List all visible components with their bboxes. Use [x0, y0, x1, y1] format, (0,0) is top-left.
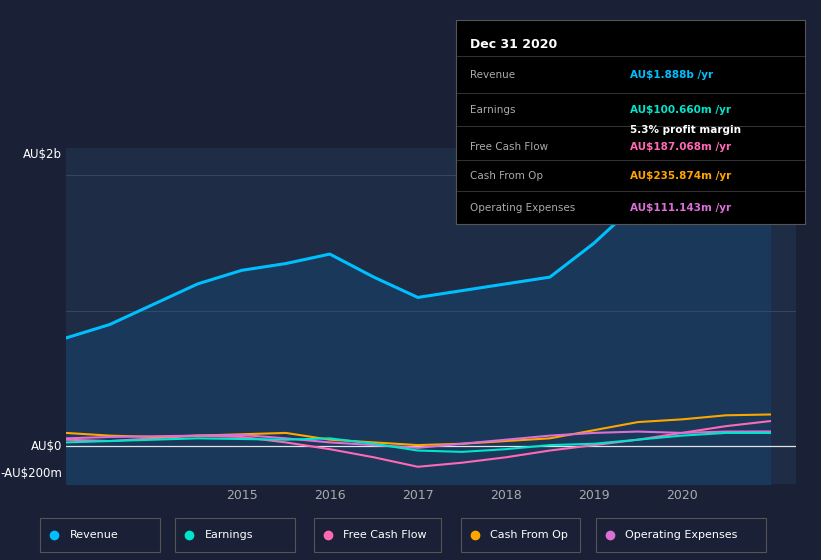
- Text: AU$0: AU$0: [30, 440, 62, 453]
- Text: Revenue: Revenue: [470, 70, 515, 80]
- Text: 5.3% profit margin: 5.3% profit margin: [631, 125, 741, 135]
- Text: AU$2b: AU$2b: [23, 148, 62, 161]
- Text: Revenue: Revenue: [70, 530, 118, 540]
- Text: AU$111.143m /yr: AU$111.143m /yr: [631, 203, 732, 213]
- Text: AU$100.660m /yr: AU$100.660m /yr: [631, 105, 732, 115]
- Text: -AU$200m: -AU$200m: [0, 467, 62, 480]
- Text: AU$1.888b /yr: AU$1.888b /yr: [631, 70, 713, 80]
- Text: Earnings: Earnings: [204, 530, 253, 540]
- Text: Operating Expenses: Operating Expenses: [470, 203, 575, 213]
- Text: Cash From Op: Cash From Op: [470, 171, 543, 181]
- Text: Earnings: Earnings: [470, 105, 515, 115]
- Text: Free Cash Flow: Free Cash Flow: [470, 142, 548, 152]
- Text: Free Cash Flow: Free Cash Flow: [343, 530, 427, 540]
- Text: Operating Expenses: Operating Expenses: [625, 530, 737, 540]
- Text: Dec 31 2020: Dec 31 2020: [470, 38, 557, 51]
- Text: AU$187.068m /yr: AU$187.068m /yr: [631, 142, 732, 152]
- Text: Cash From Op: Cash From Op: [490, 530, 568, 540]
- Text: AU$235.874m /yr: AU$235.874m /yr: [631, 171, 732, 181]
